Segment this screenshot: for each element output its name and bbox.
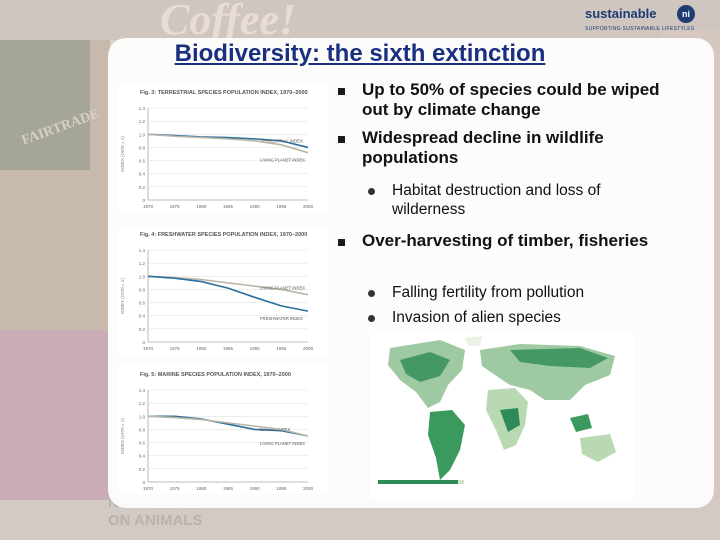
terrestrial-chart-svg: Fig. 3: TERRESTRIAL SPECIES POPULATION I… bbox=[120, 90, 314, 209]
y-tick-label: 0.4 bbox=[139, 172, 146, 177]
bullet-dot-icon bbox=[368, 188, 375, 195]
collage-shopping-area bbox=[0, 330, 110, 510]
series-label: LIVING PLANET INDEX bbox=[260, 441, 305, 446]
x-tick-label: 1995 bbox=[276, 486, 287, 491]
x-tick-label: 1995 bbox=[276, 204, 287, 209]
x-tick-label: 1990 bbox=[250, 346, 261, 351]
chart-title: Fig. 4: FRESHWATER SPECIES POPULATION IN… bbox=[140, 232, 307, 238]
bullet-dot-icon bbox=[368, 290, 375, 297]
y-tick-label: 0.2 bbox=[139, 185, 146, 190]
series-label: TERRESTRIAL INDEX bbox=[260, 138, 303, 143]
y-tick-label: 1.2 bbox=[139, 401, 146, 406]
x-tick-label: 1975 bbox=[170, 346, 181, 351]
x-tick-label: 2000 bbox=[303, 346, 314, 351]
slide-title: Biodiversity: the sixth extinction bbox=[174, 40, 546, 67]
y-tick-label: 0.8 bbox=[139, 427, 146, 432]
x-tick-label: 1980 bbox=[196, 486, 207, 491]
y-tick-label: 1.0 bbox=[139, 274, 146, 279]
bullet-square-icon bbox=[338, 136, 345, 143]
x-tick-label: 1980 bbox=[196, 346, 207, 351]
series-line-1 bbox=[147, 415, 309, 437]
bullet-habitat: Habitat destruction and loss of wilderne… bbox=[392, 182, 601, 218]
y-tick-label: 0.6 bbox=[139, 159, 146, 164]
x-tick-label: 1970 bbox=[143, 346, 154, 351]
bullet-square-icon bbox=[338, 239, 345, 246]
chart-ylabel: INDEX (1970 = 1) bbox=[120, 136, 125, 172]
series-label: LIVING PLANET INDEX bbox=[260, 158, 305, 163]
x-tick-label: 1985 bbox=[223, 346, 234, 351]
bullet-overharvesting: Over-harvesting of timber, fisheries bbox=[362, 231, 649, 250]
x-tick-label: 1975 bbox=[170, 486, 181, 491]
coffee-word: Coffee! bbox=[160, 0, 297, 44]
on-animals-word: ON ANIMALS bbox=[108, 512, 203, 529]
y-tick-label: 1.4 bbox=[139, 248, 146, 253]
y-tick-label: 0.8 bbox=[139, 145, 146, 150]
y-tick-label: 0.8 bbox=[139, 287, 146, 292]
series-line-0 bbox=[148, 415, 309, 437]
y-tick-label: 0.4 bbox=[139, 314, 146, 319]
y-tick-label: 0.2 bbox=[139, 327, 146, 332]
chart-ylabel: INDEX (1970 = 1) bbox=[120, 278, 125, 314]
x-tick-label: 1975 bbox=[170, 204, 181, 209]
chart-title: Fig. 3: TERRESTRIAL SPECIES POPULATION I… bbox=[140, 90, 308, 96]
x-tick-label: 1990 bbox=[250, 204, 261, 209]
series-label: MARINE INDEX bbox=[260, 427, 290, 432]
bullet-wildlife-decline: Widespread decline in wildlife populatio… bbox=[362, 128, 604, 167]
y-tick-label: 0 bbox=[142, 480, 145, 485]
series-line-1 bbox=[147, 133, 309, 154]
y-tick-label: 1.2 bbox=[139, 119, 146, 124]
bullet-climate: Up to 50% of species could be wiped out … bbox=[362, 80, 660, 119]
y-tick-label: 1.2 bbox=[139, 261, 146, 266]
bullet-dot-icon bbox=[368, 315, 375, 322]
bullet-fertility: Falling fertility from pollution bbox=[392, 284, 585, 301]
bullet-alien-species: Invasion of alien species bbox=[392, 309, 561, 326]
x-tick-label: 1970 bbox=[143, 486, 154, 491]
y-tick-label: 0.4 bbox=[139, 454, 146, 459]
logo-mark: ni bbox=[677, 5, 695, 23]
x-tick-label: 1985 bbox=[223, 486, 234, 491]
y-tick-label: 1.4 bbox=[139, 106, 146, 111]
freshwater-chart: Fig. 4: FRESHWATER SPECIES POPULATION IN… bbox=[118, 226, 328, 354]
y-tick-label: 1.0 bbox=[139, 132, 146, 137]
series-label: FRESHWATER INDEX bbox=[260, 316, 303, 321]
y-tick-label: 0.6 bbox=[139, 441, 146, 446]
x-tick-label: 1980 bbox=[196, 204, 207, 209]
world-forest-map bbox=[370, 330, 634, 500]
marine-chart: Fig. 5: MARINE SPECIES POPULATION INDEX,… bbox=[118, 366, 328, 494]
y-tick-label: 0 bbox=[142, 340, 145, 345]
y-tick-label: 0 bbox=[142, 198, 145, 203]
freshwater-chart-svg: Fig. 4: FRESHWATER SPECIES POPULATION IN… bbox=[120, 232, 314, 351]
y-tick-label: 1.4 bbox=[139, 388, 146, 393]
y-tick-label: 0.2 bbox=[139, 467, 146, 472]
x-tick-label: 2000 bbox=[303, 486, 314, 491]
world-map-image bbox=[370, 330, 634, 500]
series-label: LIVING PLANET INDEX bbox=[260, 286, 305, 291]
x-tick-label: 1985 bbox=[223, 204, 234, 209]
logo-name: sustainable bbox=[585, 6, 657, 21]
terrestrial-chart: Fig. 3: TERRESTRIAL SPECIES POPULATION I… bbox=[118, 84, 328, 212]
chart-title: Fig. 5: MARINE SPECIES POPULATION INDEX,… bbox=[140, 372, 291, 378]
y-tick-label: 0.6 bbox=[139, 301, 146, 306]
x-tick-label: 1995 bbox=[276, 346, 287, 351]
series-line-1 bbox=[147, 275, 309, 312]
bullet-square-icon bbox=[338, 88, 345, 95]
x-tick-label: 1970 bbox=[143, 204, 154, 209]
x-tick-label: 1990 bbox=[250, 486, 261, 491]
collage-top-panel bbox=[0, 0, 720, 40]
marine-chart-svg: Fig. 5: MARINE SPECIES POPULATION INDEX,… bbox=[120, 372, 314, 491]
sustainable-ni-logo: sustainable ni SUPPORTING SUSTAINABLE LI… bbox=[585, 4, 713, 34]
collage-avocado-area bbox=[0, 40, 90, 170]
y-tick-label: 1.0 bbox=[139, 414, 146, 419]
chart-ylabel: INDEX (1970 = 1) bbox=[120, 418, 125, 454]
x-tick-label: 2000 bbox=[303, 204, 314, 209]
logo-tagline: SUPPORTING SUSTAINABLE LIFESTYLES bbox=[585, 26, 695, 32]
